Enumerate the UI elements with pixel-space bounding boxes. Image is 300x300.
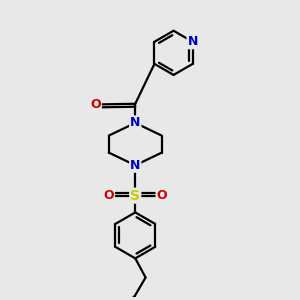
- Text: O: O: [103, 189, 114, 202]
- Text: O: O: [157, 189, 167, 202]
- Text: S: S: [130, 189, 140, 202]
- Text: N: N: [130, 116, 140, 129]
- Text: N: N: [188, 35, 198, 48]
- Text: N: N: [130, 159, 140, 172]
- Text: O: O: [90, 98, 101, 111]
